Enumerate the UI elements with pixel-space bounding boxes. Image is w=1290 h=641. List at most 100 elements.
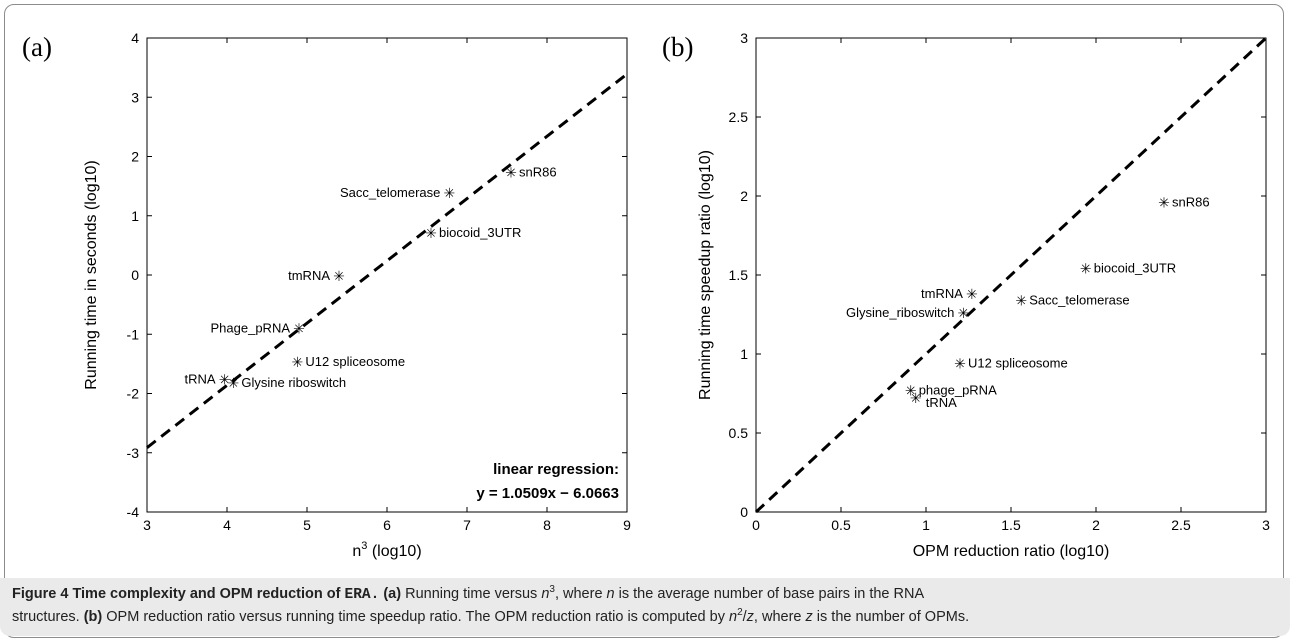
- y-tick-label: 2: [740, 188, 748, 204]
- panel-b: (b) 0 0.5 1 1.5 2 2.5 3 0 0.5 1 1.5 2 2.5 3 OPM reducti…: [662, 30, 1270, 560]
- data-point-label: snR86: [519, 164, 557, 179]
- data-point-label: tRNA: [926, 395, 957, 410]
- data-point-marker: ✳: [505, 165, 517, 181]
- data-point-marker: ✳: [910, 391, 922, 407]
- regression-annotation-line1: linear regression:: [493, 461, 619, 478]
- data-point-label: Sacc_telomerase: [340, 185, 440, 200]
- x-tick-label: 0.5: [831, 517, 851, 533]
- caption-title: Time complexity and OPM reduction of: [72, 586, 341, 602]
- x-tick-label: 4: [223, 517, 231, 533]
- caption-slash: /: [742, 609, 747, 625]
- y-tick-label: -2: [127, 386, 140, 402]
- y-tick-label: 0: [131, 267, 139, 283]
- x-tick-label: 9: [623, 517, 631, 533]
- caption-z-symbol: z: [746, 609, 754, 625]
- data-point-marker: ✳: [293, 321, 305, 337]
- data-point-label: Phage_pRNA: [211, 320, 291, 335]
- caption-z-symbol-2: z: [805, 609, 813, 625]
- y-axis-title: Running time in seconds (log10): [83, 160, 100, 389]
- caption-n-exponent: 3: [549, 584, 555, 596]
- x-tick-label: 7: [463, 517, 471, 533]
- data-point-marker: ✳: [444, 186, 456, 202]
- caption-n-sq-exponent: 2: [737, 607, 743, 619]
- data-point-label: U12 spliceosome: [305, 354, 405, 369]
- x-axis-title: OPM reduction ratio (log10): [913, 543, 1110, 560]
- figure-caption: Figure 4 Time complexity and OPM reducti…: [12, 583, 1276, 628]
- panel-tag: (b): [662, 32, 693, 62]
- x-axis-title-exponent: 3: [361, 540, 367, 552]
- y-tick-label: 2.5: [729, 109, 749, 125]
- caption-part-b-text-3: is the number of OPMs.: [816, 609, 970, 625]
- y-tick-label: 0.5: [729, 425, 749, 441]
- data-point-label: biocoid_3UTR: [1094, 261, 1176, 276]
- data-point-marker: ✳: [425, 226, 437, 242]
- caption-part-b-tag: (b): [83, 609, 103, 625]
- caption-part-a-text-3: is the average number of base pairs in t…: [618, 586, 925, 602]
- data-point-label: biocoid_3UTR: [439, 225, 521, 240]
- caption-n-symbol-2: n: [606, 586, 615, 602]
- data-point-marker: ✳: [954, 356, 966, 372]
- data-point-label: phage_pRNA: [919, 382, 997, 397]
- data-point-marker: ✳: [1015, 293, 1027, 309]
- y-tick-label: 4: [131, 30, 139, 46]
- x-tick-label: 5: [303, 517, 311, 533]
- caption-title-code: ERA.: [344, 587, 380, 603]
- data-point-label: U12 spliceosome: [968, 355, 1068, 370]
- caption-part-b-text: OPM reduction ratio versus running time …: [106, 609, 725, 625]
- y-tick-label: 1: [740, 346, 748, 362]
- data-point-label: snR86: [1172, 194, 1210, 209]
- caption-part-a-text: Running time versus: [405, 586, 538, 602]
- diagonal-line: [754, 36, 1268, 514]
- data-point-marker: ✳: [966, 287, 978, 303]
- x-axis-title-suffix: (log10): [367, 543, 421, 560]
- plot-area-box: [146, 37, 628, 513]
- x-tick-label: 8: [543, 517, 551, 533]
- data-point-marker: ✳: [333, 269, 345, 285]
- caption-n-symbol: n: [541, 586, 550, 602]
- y-tick-label: 3: [740, 30, 748, 46]
- caption-figure-label: Figure 4: [12, 586, 69, 602]
- data-point-marker: ✳: [1080, 262, 1092, 278]
- data-point-label: tmRNA: [288, 268, 330, 283]
- regression-line: [146, 72, 628, 449]
- y-tick-label: -4: [127, 504, 140, 520]
- data-point-marker: ✳: [228, 376, 240, 392]
- data-point-label: Glysine riboswitch: [241, 375, 346, 390]
- y-axis-title: Running time speedup ratio (log10): [697, 150, 714, 400]
- y-tick-label: 0: [740, 504, 748, 520]
- y-tick-label: 2: [131, 149, 139, 165]
- caption-part-b-text-2: , where: [753, 609, 802, 625]
- x-axis-title: n3 (log10): [352, 540, 421, 560]
- data-point-label: tRNA: [185, 371, 216, 386]
- x-tick-label: 6: [383, 517, 391, 533]
- x-tick-label: 2.5: [1171, 517, 1191, 533]
- data-point-marker: ✳: [1158, 195, 1170, 211]
- data-point-marker: ✳: [292, 355, 304, 371]
- caption-n-symbol-3: n: [729, 609, 738, 625]
- y-tick-label: -1: [127, 326, 140, 342]
- data-point-marker: ✳: [958, 306, 970, 322]
- x-tick-label: 3: [143, 517, 151, 533]
- data-point-label: tmRNA: [921, 286, 963, 301]
- caption-part-a-text-4: structures.: [12, 609, 80, 625]
- y-tick-label: 3: [131, 89, 139, 105]
- data-point-marker: ✳: [219, 372, 231, 388]
- caption-part-a-tag: (a): [383, 586, 402, 602]
- figure-frame: [4, 4, 1284, 638]
- regression-annotation-line2: y = 1.0509x − 6.0663: [476, 485, 619, 502]
- caption-background: [0, 578, 1290, 636]
- data-point-marker: ✳: [905, 383, 917, 399]
- x-tick-label: 3: [1262, 517, 1270, 533]
- x-axis-title-base: n: [352, 543, 361, 560]
- y-tick-label: -3: [127, 445, 140, 461]
- caption-part-a-text-2: , where: [554, 586, 603, 602]
- y-tick-label: 1: [131, 208, 139, 224]
- panel-tag: (a): [22, 32, 52, 62]
- x-tick-label: 2: [1092, 517, 1100, 533]
- x-tick-label: 0: [752, 517, 760, 533]
- data-point-label: Glysine_riboswitch: [846, 305, 954, 320]
- x-tick-label: 1.5: [1001, 517, 1021, 533]
- y-tick-label: 1.5: [729, 267, 749, 283]
